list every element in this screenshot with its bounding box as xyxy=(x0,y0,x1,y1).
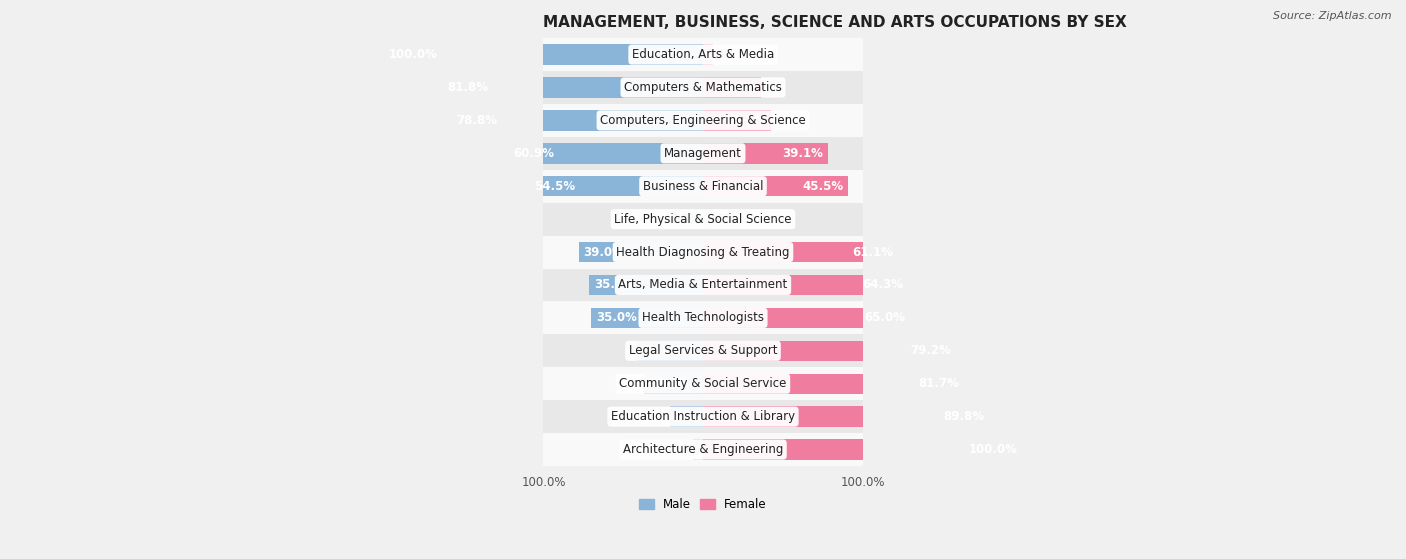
Bar xyxy=(637,340,703,361)
Bar xyxy=(544,203,862,235)
Bar xyxy=(703,209,713,229)
Bar xyxy=(703,373,963,394)
Text: 78.8%: 78.8% xyxy=(457,114,498,127)
Text: Health Technologists: Health Technologists xyxy=(643,311,763,324)
Text: 20.8%: 20.8% xyxy=(641,344,682,357)
Bar xyxy=(703,406,990,427)
Bar xyxy=(544,433,862,466)
Text: 54.5%: 54.5% xyxy=(534,180,575,193)
Text: Management: Management xyxy=(664,147,742,160)
Text: Education Instruction & Library: Education Instruction & Library xyxy=(612,410,794,423)
Bar xyxy=(703,340,956,361)
Text: Architecture & Engineering: Architecture & Engineering xyxy=(623,443,783,456)
Bar xyxy=(544,137,862,170)
Text: Business & Financial: Business & Financial xyxy=(643,180,763,193)
Text: 18.2%: 18.2% xyxy=(716,81,756,94)
Text: 100.0%: 100.0% xyxy=(969,443,1018,456)
Bar xyxy=(544,71,862,104)
Bar xyxy=(384,44,703,65)
Bar xyxy=(703,307,910,328)
Text: 81.8%: 81.8% xyxy=(447,81,488,94)
Bar xyxy=(703,143,828,164)
Bar xyxy=(703,77,761,98)
Text: Health Diagnosing & Treating: Health Diagnosing & Treating xyxy=(616,245,790,259)
Text: MANAGEMENT, BUSINESS, SCIENCE AND ARTS OCCUPATIONS BY SEX: MANAGEMENT, BUSINESS, SCIENCE AND ARTS O… xyxy=(544,15,1128,30)
Bar xyxy=(529,176,703,196)
Text: 61.1%: 61.1% xyxy=(852,245,893,259)
Text: 21.2%: 21.2% xyxy=(725,114,766,127)
Bar xyxy=(589,275,703,295)
Text: Arts, Media & Entertainment: Arts, Media & Entertainment xyxy=(619,278,787,291)
Text: 35.7%: 35.7% xyxy=(593,278,634,291)
Bar xyxy=(544,400,862,433)
Text: Source: ZipAtlas.com: Source: ZipAtlas.com xyxy=(1274,11,1392,21)
Text: 100.0%: 100.0% xyxy=(388,48,437,61)
Bar xyxy=(509,143,703,164)
Bar xyxy=(544,334,862,367)
Bar xyxy=(544,38,862,71)
Text: 10.2%: 10.2% xyxy=(675,410,716,423)
Bar xyxy=(544,268,862,301)
Bar xyxy=(703,44,713,65)
Bar xyxy=(671,406,703,427)
Text: Education, Arts & Media: Education, Arts & Media xyxy=(631,48,775,61)
Text: Computers, Engineering & Science: Computers, Engineering & Science xyxy=(600,114,806,127)
Text: 0.0%: 0.0% xyxy=(671,443,700,456)
Bar xyxy=(644,373,703,394)
Text: 0.0%: 0.0% xyxy=(706,212,735,226)
Bar xyxy=(703,439,1022,459)
Text: 0.0%: 0.0% xyxy=(671,212,700,226)
Text: Community & Social Service: Community & Social Service xyxy=(619,377,787,390)
Text: 45.5%: 45.5% xyxy=(803,180,844,193)
Text: Life, Physical & Social Science: Life, Physical & Social Science xyxy=(614,212,792,226)
Text: Legal Services & Support: Legal Services & Support xyxy=(628,344,778,357)
Bar xyxy=(579,242,703,262)
Bar xyxy=(703,176,848,196)
Bar xyxy=(693,439,703,459)
Text: 0.0%: 0.0% xyxy=(706,48,735,61)
Bar xyxy=(544,104,862,137)
Bar xyxy=(544,367,862,400)
Bar xyxy=(544,170,862,203)
Text: 64.3%: 64.3% xyxy=(862,278,904,291)
Text: 39.0%: 39.0% xyxy=(583,245,624,259)
Bar xyxy=(592,307,703,328)
Bar xyxy=(544,301,862,334)
Bar xyxy=(441,77,703,98)
Text: 89.8%: 89.8% xyxy=(943,410,984,423)
Text: 60.9%: 60.9% xyxy=(513,147,554,160)
Text: 39.1%: 39.1% xyxy=(782,147,823,160)
Text: 35.0%: 35.0% xyxy=(596,311,637,324)
Bar xyxy=(693,209,703,229)
Legend: Male, Female: Male, Female xyxy=(634,493,772,516)
Bar xyxy=(544,235,862,268)
Text: Computers & Mathematics: Computers & Mathematics xyxy=(624,81,782,94)
Text: 81.7%: 81.7% xyxy=(918,377,959,390)
Bar xyxy=(451,110,703,131)
Bar xyxy=(703,110,770,131)
Text: 65.0%: 65.0% xyxy=(865,311,905,324)
Text: 79.2%: 79.2% xyxy=(910,344,950,357)
Text: 18.4%: 18.4% xyxy=(650,377,690,390)
Bar xyxy=(703,275,908,295)
Bar xyxy=(703,242,898,262)
